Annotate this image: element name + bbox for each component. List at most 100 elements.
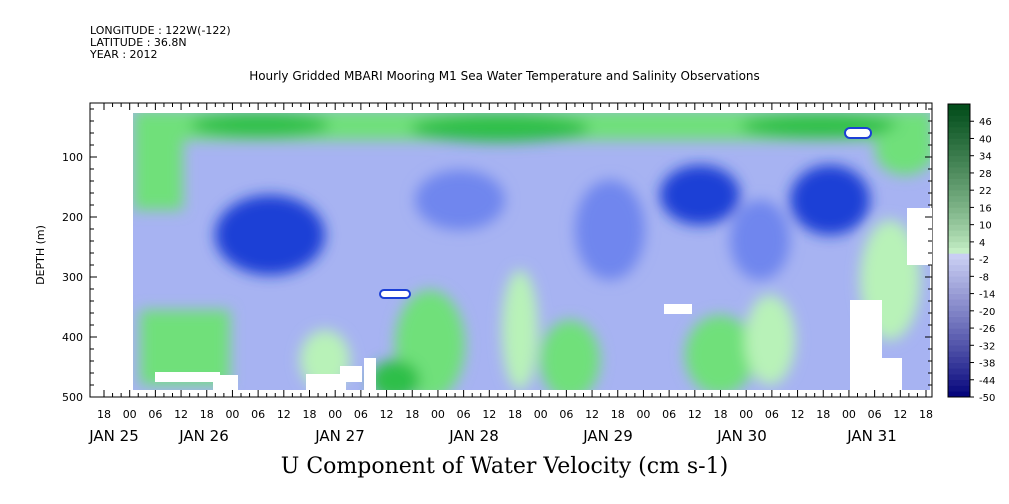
colorbar-band <box>948 316 970 323</box>
field-blob-6 <box>215 195 325 275</box>
colorbar-band <box>948 115 970 122</box>
colorbar-band <box>948 374 970 381</box>
colorbar-band <box>948 138 970 145</box>
x-hour-label: 00 <box>534 408 548 421</box>
field-blobs <box>133 113 930 390</box>
field-blob-12 <box>395 290 465 390</box>
x-date-label: JAN 31 <box>846 427 897 445</box>
colorbar-band <box>948 391 970 398</box>
field-blob-15 <box>540 320 600 390</box>
x-hour-label: 06 <box>251 408 265 421</box>
x-hour-label: 12 <box>277 408 291 421</box>
y-tick-label: 400 <box>62 331 83 344</box>
colorbar-band <box>948 259 970 266</box>
x-hour-label: 12 <box>585 408 599 421</box>
colorbar-label: 34 <box>979 152 992 163</box>
field-blob-9 <box>660 165 740 225</box>
missing-region-1 <box>213 375 238 390</box>
colorbar: 46 40 34 28 22 16 10 4 -2 -8 -14 -20 -26 -32 -38 -44 -50 <box>947 103 995 404</box>
field-blob-8 <box>575 180 645 280</box>
x-date-label: JAN 29 <box>582 427 633 445</box>
field-blob-2 <box>190 113 330 137</box>
colorbar-band <box>948 155 970 162</box>
y-tick-label: 100 <box>62 151 83 164</box>
colorbar-band <box>948 195 970 202</box>
colorbar-band <box>948 224 970 231</box>
colorbar-label: -44 <box>979 376 995 387</box>
missing-region-7 <box>880 358 902 390</box>
colorbar-label: 4 <box>979 238 985 249</box>
colorbar-band <box>948 345 970 352</box>
colorbar-label: -20 <box>979 307 995 318</box>
colorbar-band <box>948 287 970 294</box>
x-hour-label: 18 <box>508 408 522 421</box>
colorbar-label: -2 <box>979 255 989 266</box>
colorbar-band <box>948 172 970 179</box>
colorbar-frame <box>947 103 971 398</box>
field-blob-4 <box>133 120 183 210</box>
x-hour-label: 12 <box>791 408 805 421</box>
variable-title: U Component of Water Velocity (cm s-1) <box>280 454 729 479</box>
x-hour-label: 12 <box>174 408 188 421</box>
x-axis: 18 00 06 12 18 00 06 12 18 00 06 12 18 00 06 12 18 00 06 12… <box>88 103 933 445</box>
colorbar-band <box>948 270 970 277</box>
field-blob-13 <box>370 360 420 390</box>
x-hour-label: 00 <box>123 408 137 421</box>
colorbar-band <box>948 247 970 254</box>
x-hour-label: 12 <box>893 408 907 421</box>
colorbar-band <box>948 132 970 139</box>
colorbar-band <box>948 356 970 363</box>
colorbar-label: 22 <box>979 186 992 197</box>
year-label: YEAR : 2012 <box>90 48 158 61</box>
y-tick-label: 200 <box>62 211 83 224</box>
y-axis: 100 200 300 400 500 <box>62 108 932 404</box>
x-hour-label: 00 <box>842 408 856 421</box>
field-blob-7 <box>415 170 505 230</box>
colorbar-band <box>948 253 970 260</box>
colorbar-band <box>948 178 970 185</box>
colorbar-band <box>948 213 970 220</box>
x-date-label: JAN 26 <box>178 427 229 445</box>
field-blob-16 <box>685 315 755 390</box>
x-hour-label: 00 <box>328 408 342 421</box>
x-hour-label: 18 <box>405 408 419 421</box>
x-hour-label: 06 <box>868 408 882 421</box>
missing-data-regions <box>155 127 932 390</box>
colorbar-band <box>948 149 970 157</box>
colorbar-band <box>948 333 970 340</box>
longitude-label: LONGITUDE : 122W(-122) <box>90 24 231 37</box>
heatmap-field <box>133 113 930 390</box>
x-hour-label: 06 <box>354 408 368 421</box>
colorbar-band <box>948 184 970 191</box>
colorbar-label: -38 <box>979 359 995 370</box>
x-hour-label: 12 <box>380 408 394 421</box>
colorbar-band <box>948 264 970 271</box>
colorbar-label: 40 <box>979 134 992 145</box>
colorbar-band <box>948 368 970 375</box>
colorbar-band <box>948 236 970 243</box>
colorbar-label: -50 <box>979 393 995 404</box>
colorbar-band <box>948 126 970 134</box>
x-hour-label: 12 <box>482 408 496 421</box>
field-blob-3 <box>740 114 900 138</box>
chart-title: Hourly Gridded MBARI Mooring M1 Sea Wate… <box>249 69 760 83</box>
colorbar-band <box>948 241 970 248</box>
colorbar-band <box>948 305 970 312</box>
colorbar-band <box>948 282 970 289</box>
colorbar-band <box>948 362 970 369</box>
colorbar-band <box>948 299 970 306</box>
colorbar-band <box>948 322 970 329</box>
colorbar-band <box>948 230 970 237</box>
missing-region-0 <box>155 372 220 382</box>
colorbar-band <box>948 293 970 300</box>
field-blob-1 <box>410 114 590 142</box>
colorbar-band <box>948 190 970 197</box>
x-hour-label: 18 <box>200 408 214 421</box>
missing-region-6 <box>850 300 882 390</box>
latitude-label: LATITUDE : 36.8N <box>90 36 187 49</box>
x-date-label: JAN 27 <box>314 427 365 445</box>
colorbar-band <box>948 201 970 208</box>
x-date-label: JAN 25 <box>88 427 139 445</box>
missing-region-contour-b <box>844 127 872 139</box>
